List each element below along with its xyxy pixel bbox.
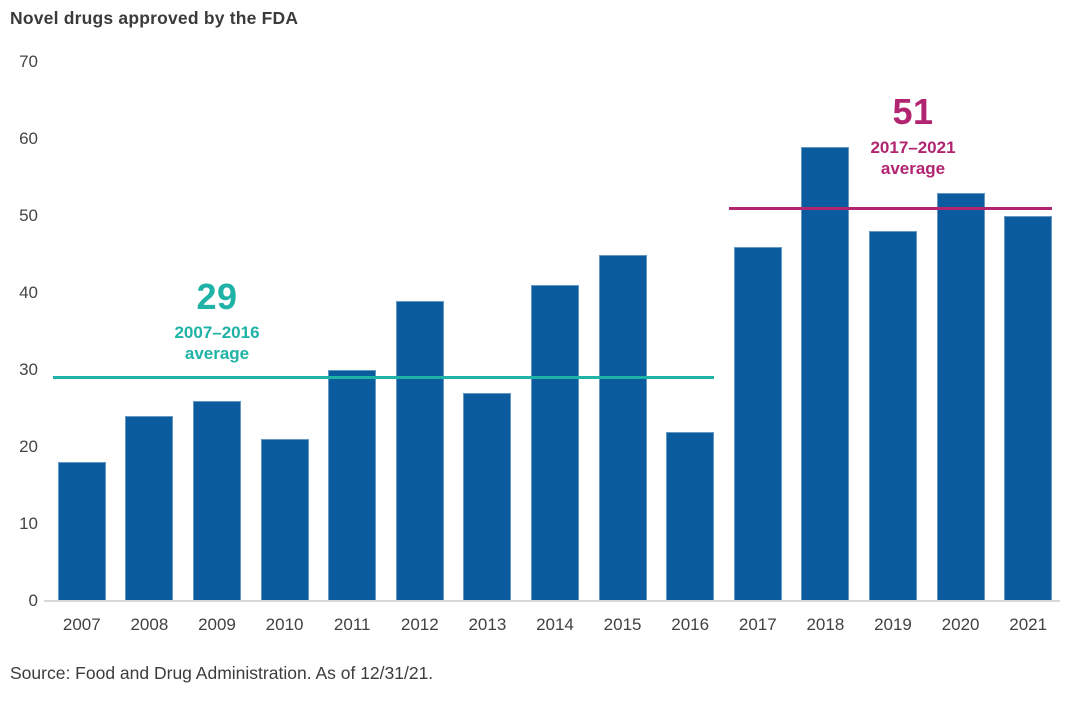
source-note: Source: Food and Drug Administration. As… [10,663,434,683]
x-tick-label-2011: 2011 [333,615,371,634]
y-tick-label-50: 50 [19,206,38,225]
y-tick-label-30: 30 [19,360,38,379]
x-tick-label-2021: 2021 [1009,615,1048,634]
average-range-label: 2017–2021 [870,138,956,157]
bar-2008 [125,416,174,601]
plot-area: 29 2007–2016 average 51 2017–2021 averag… [48,62,1062,634]
y-tick-label-60: 60 [19,129,38,148]
bar-2009 [193,400,241,601]
y-tick-label-20: 20 [19,437,38,456]
bar-2007 [57,462,106,601]
x-tick-label-2020: 2020 [941,615,980,634]
x-tick-label-2012: 2012 [400,615,439,634]
average-range-label: 2007–2016 [174,323,260,342]
average-line-2007–2016 [52,376,715,380]
x-tick-label-2010: 2010 [265,615,304,634]
bar-2013 [463,393,512,601]
bar-2021 [1004,216,1053,601]
average-caption: average [184,344,250,363]
x-tick-label-2015: 2015 [603,615,642,634]
bar-2011 [328,370,377,601]
bar-2015 [598,254,647,601]
bar-2014 [531,285,579,601]
bar-2012 [395,300,444,601]
average-value-label: 29 [196,276,238,317]
average-caption: average [880,159,946,178]
x-tick-label-2013: 2013 [468,615,507,634]
average-annotation-2007-2016: 29 2007–2016 average [137,276,297,364]
chart-title: Novel drugs approved by the FDA [10,8,299,28]
x-tick-label-2007: 2007 [62,615,101,634]
average-line-2017–2021 [728,206,1053,210]
x-tick-label-2019: 2019 [874,615,912,634]
average-value-label: 51 [892,91,934,132]
bar-2017 [733,246,782,601]
y-tick-label-70: 70 [19,52,38,71]
bar-2018 [801,146,850,601]
x-tick-label-2016: 2016 [671,615,710,634]
average-annotation-2017-2021: 51 2017–2021 average [833,91,993,179]
x-axis-line [44,600,1060,602]
bar-2019 [869,231,917,601]
y-tick-label-10: 10 [19,514,38,533]
y-tick-label-40: 40 [19,283,38,302]
bar-2020 [936,192,985,601]
bar-2016 [666,431,715,601]
x-tick-label-2018: 2018 [806,615,845,634]
x-tick-label-2017: 2017 [738,615,777,634]
bar-2010 [260,439,309,601]
y-tick-label-0: 0 [28,591,38,610]
x-tick-label-2014: 2014 [536,615,574,634]
x-tick-label-2008: 2008 [130,615,169,634]
x-tick-label-2009: 2009 [198,615,236,634]
